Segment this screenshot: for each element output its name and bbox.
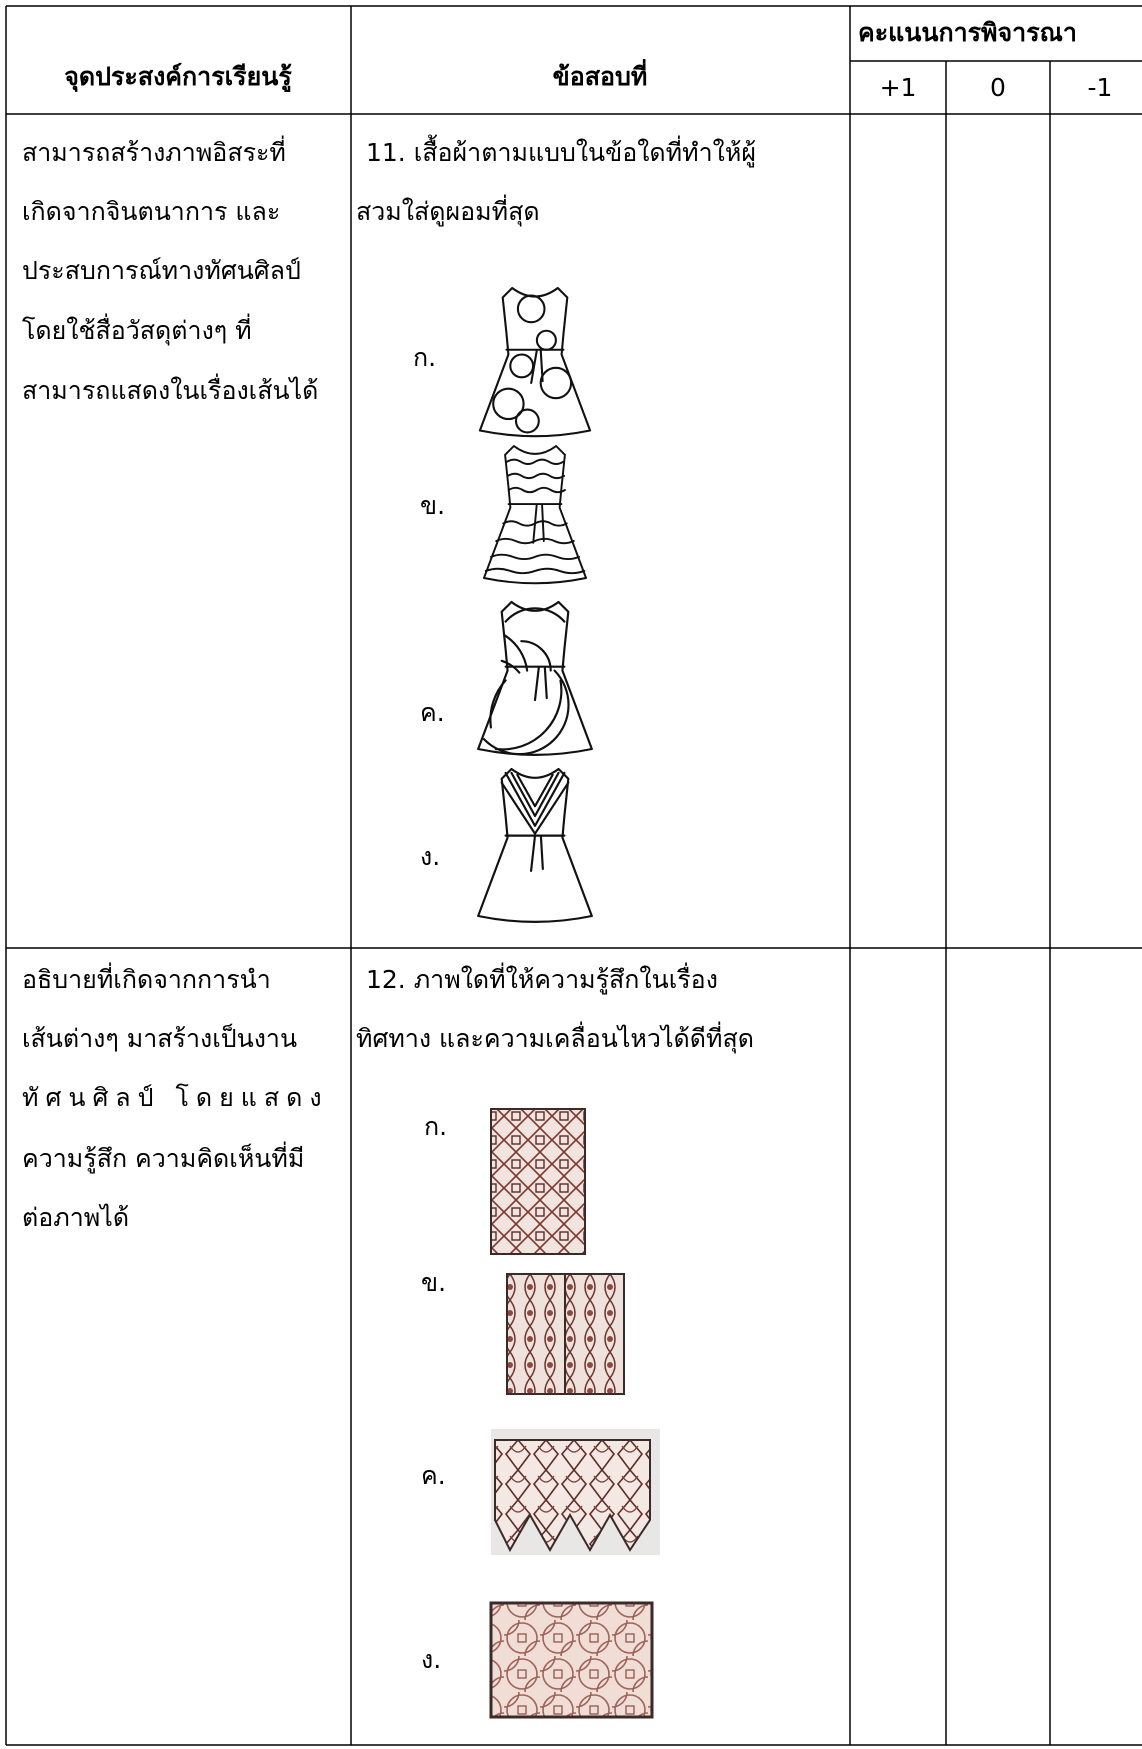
score-column-label: 0 xyxy=(990,73,1006,102)
pattern-image xyxy=(490,1108,586,1255)
header-cell: ข้อสอบที่ xyxy=(553,59,648,91)
choice-label: ก. xyxy=(424,1112,447,1141)
objective-text: เส้นต่างๆ มาสร้างเป็นงาน xyxy=(22,1023,297,1053)
choice-label: ค. xyxy=(421,1461,446,1490)
objective-text: ต่อภาพได้ xyxy=(22,1203,129,1232)
objective-text: สามารถแสดงในเรื่องเส้นได้ xyxy=(22,373,318,405)
pattern-image xyxy=(491,1429,660,1555)
objective-text: ความรู้สึก ความคิดเห็นที่มี xyxy=(22,1141,304,1174)
pattern-image xyxy=(489,1601,654,1719)
choice-label: ง. xyxy=(420,842,440,871)
choice-label: ข. xyxy=(420,491,445,520)
objective-text: ทัศนศิลป์ โดยแสดง xyxy=(22,1083,329,1112)
objective-text: ประสบการณ์ทางทัศนศิลป์ xyxy=(22,256,301,285)
header-cell: จุดประสงค์การเรียนรู้ xyxy=(64,62,292,93)
objective-text: เกิดจากจินตนาการ และ xyxy=(22,197,280,226)
question-text: สวมใส่ดูผอมที่สุด xyxy=(356,194,540,227)
table-rules xyxy=(5,5,1142,1746)
question-text: 12. ภาพใดที่ให้ความรู้สึกในเรื่อง xyxy=(366,962,718,995)
choice-label: ง. xyxy=(421,1645,441,1674)
dress-illustration xyxy=(477,767,593,923)
score-column-label: -1 xyxy=(1088,73,1113,102)
objective-text: อธิบายที่เกิดจากการนำ xyxy=(22,962,271,994)
dress-illustration xyxy=(477,600,593,756)
objective-text: โดยใช้สื่อวัสดุต่างๆ ที่ xyxy=(22,313,252,346)
dress-illustration xyxy=(478,286,592,438)
pattern-image xyxy=(506,1273,625,1395)
choice-label: ก. xyxy=(413,343,436,372)
score-column-label: +1 xyxy=(880,73,917,102)
choice-label: ข. xyxy=(421,1268,446,1297)
objective-text: สามารถสร้างภาพอิสระที่ xyxy=(22,135,286,167)
header-cell: คะแนนการพิจารณา xyxy=(858,18,1077,47)
choice-label: ค. xyxy=(420,698,445,727)
question-text: ทิศทาง และความเคลื่อนไหวได้ดีที่สุด xyxy=(356,1021,754,1054)
question-text: 11. เสื้อผ้าตามแบบในข้อใดที่ทำให้ผู้ xyxy=(366,134,756,168)
dress-illustration xyxy=(482,445,588,585)
